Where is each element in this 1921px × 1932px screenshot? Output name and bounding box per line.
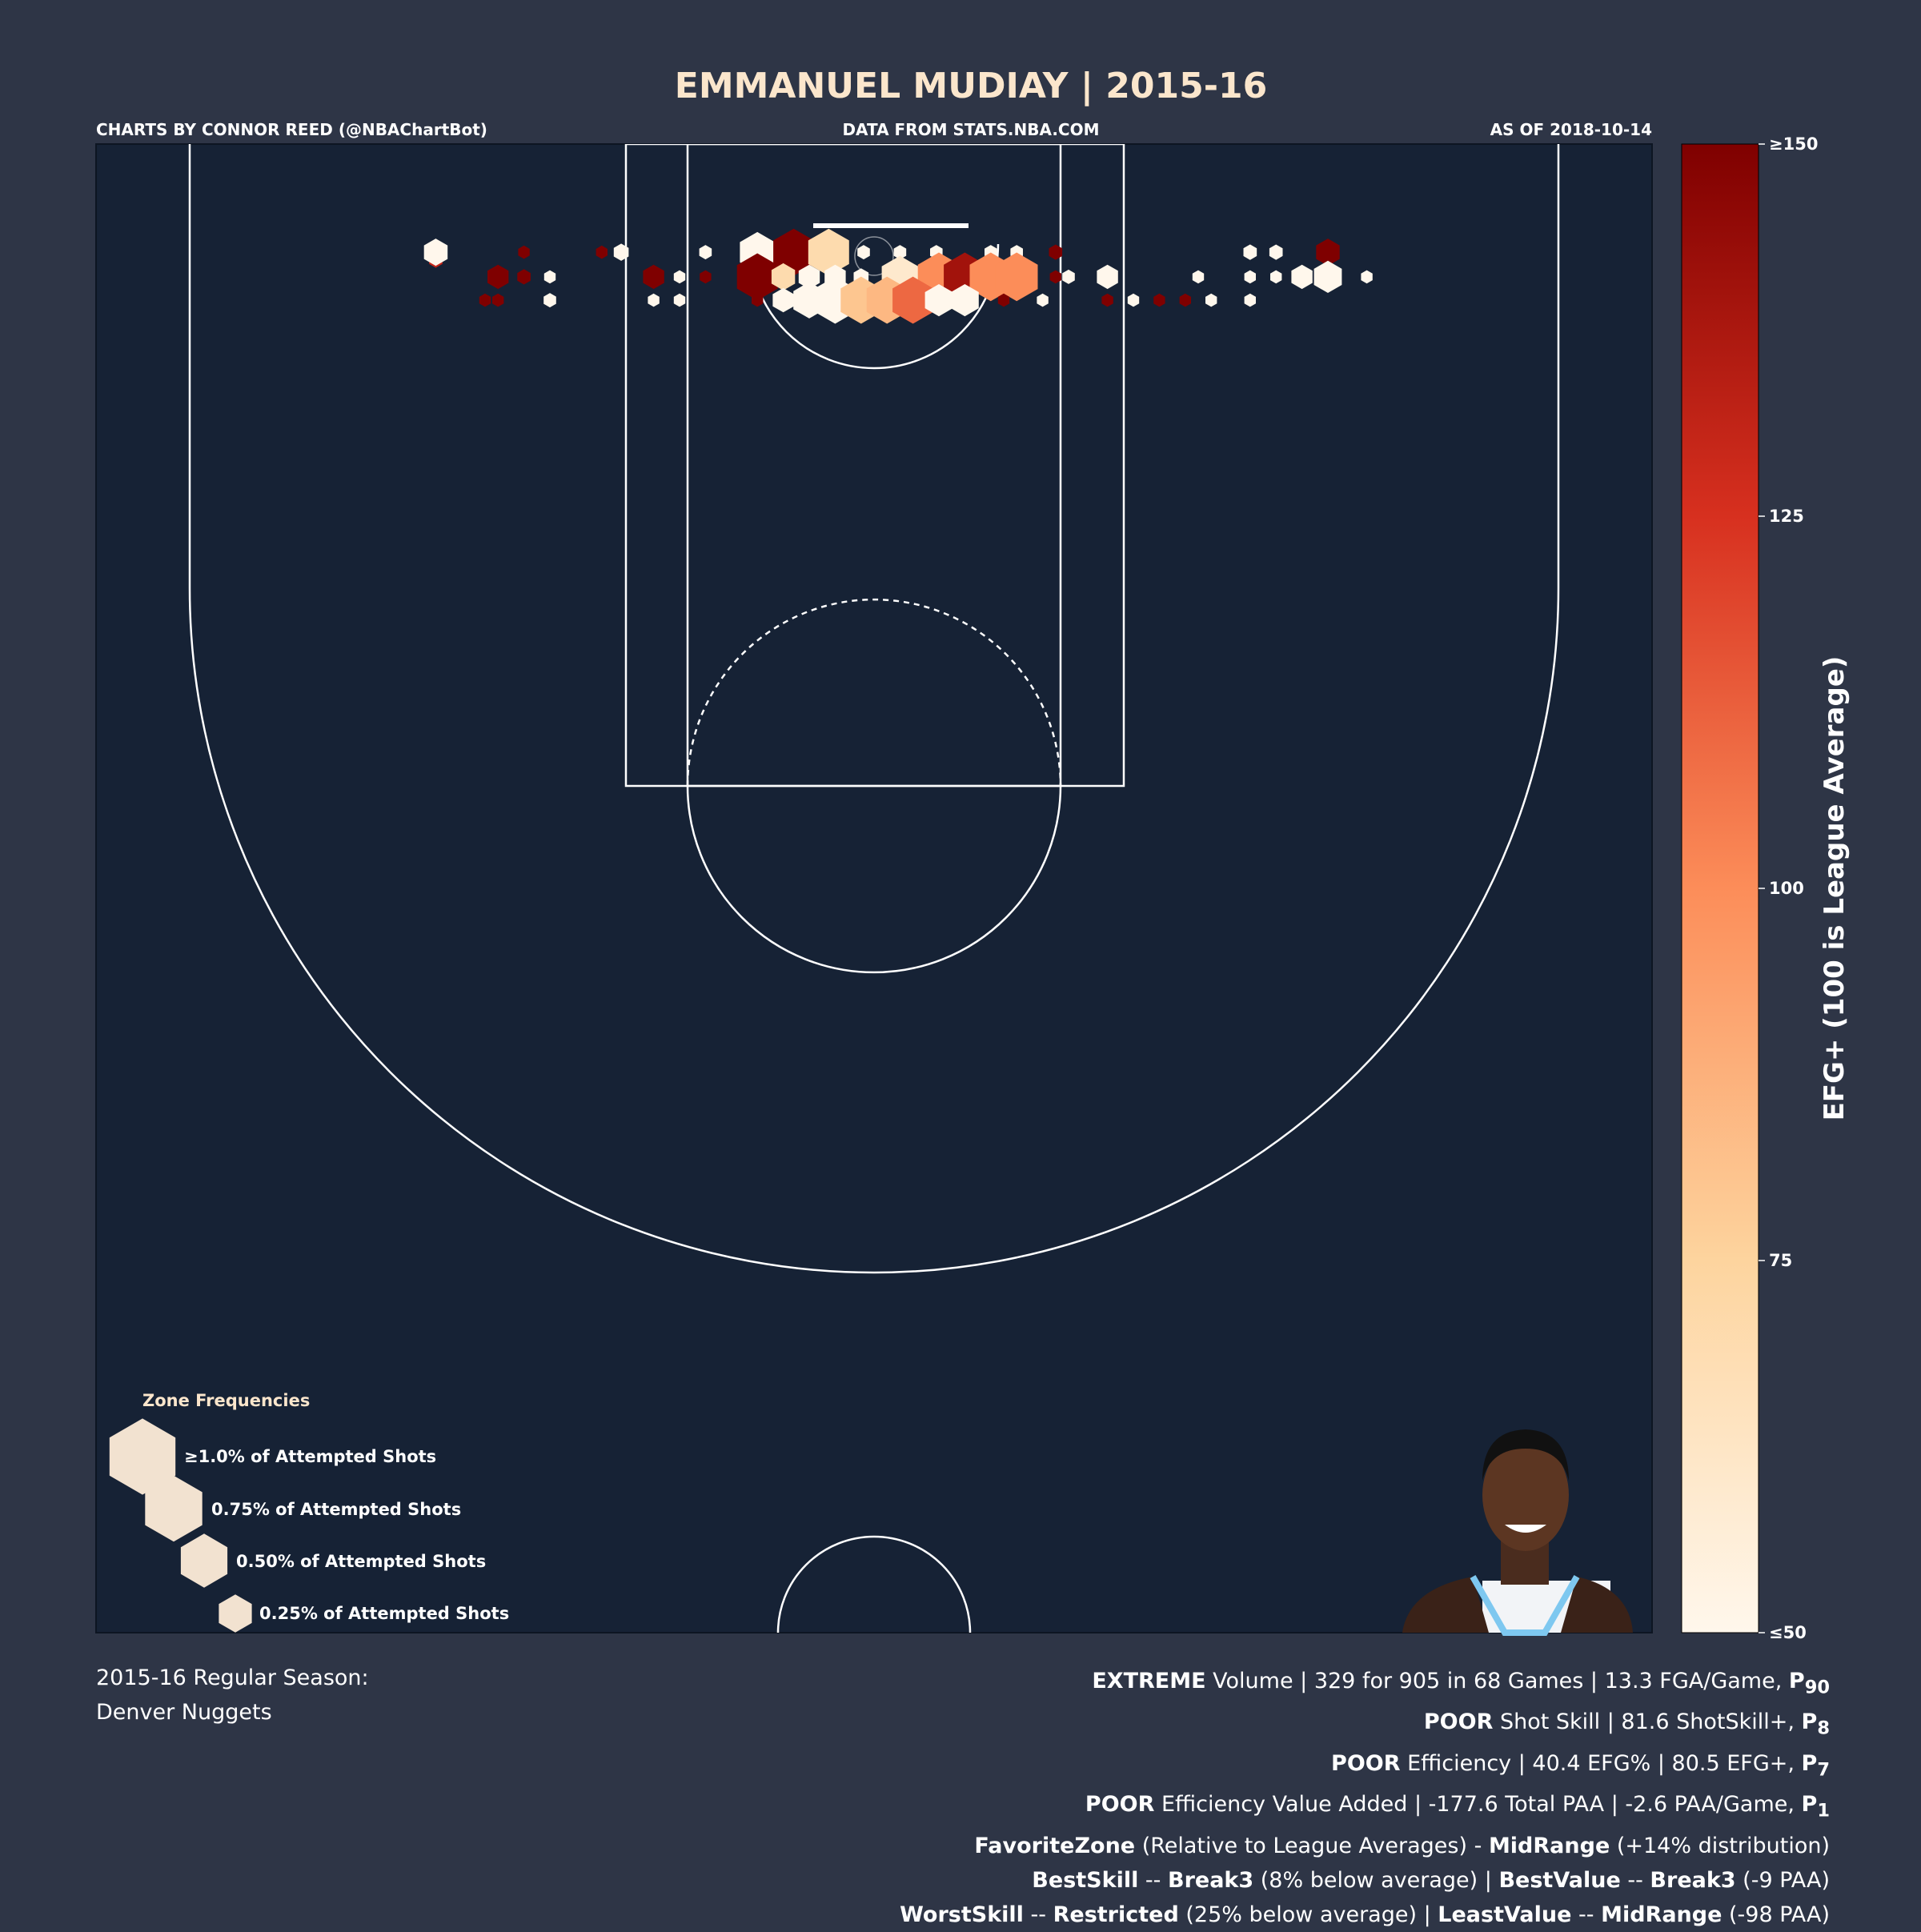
stat-volume: EXTREME Volume | 329 for 905 in 68 Games… — [1092, 1669, 1830, 1698]
hex-bin — [1270, 270, 1282, 284]
hex-bin — [1037, 293, 1049, 307]
hex-bin — [995, 252, 1038, 302]
court-background — [95, 143, 1653, 1633]
hex-bin — [1361, 270, 1373, 284]
hex-bin — [772, 287, 794, 313]
hex-bin — [1062, 269, 1075, 284]
hex-bin — [771, 263, 796, 291]
hex-bin — [1313, 260, 1342, 293]
hex-bin — [736, 253, 778, 301]
colorbar — [1681, 143, 1759, 1633]
stat-efficiency: POOR Efficiency | 40.4 EFG% | 80.5 EFG+,… — [1331, 1750, 1830, 1781]
hex-bin — [643, 264, 664, 290]
hex-bin — [997, 293, 1010, 307]
hex-bin — [479, 293, 491, 307]
hex-bin — [648, 293, 660, 307]
zone-frequency-legend: Zone Frequencies ≥1.0% of Attempted Shot… — [109, 1391, 509, 1633]
center-circle — [776, 1535, 972, 1633]
stat-favorite-zone: FavoriteZone (Relative to League Average… — [974, 1833, 1830, 1858]
stat-value-added: POOR Efficiency Value Added | -177.6 Tot… — [1085, 1792, 1830, 1822]
hex-bin — [924, 284, 953, 317]
stat-worst: WorstSkill -- Restricted (25% below aver… — [900, 1902, 1830, 1927]
stat-shot-skill: POOR Shot Skill | 81.6 ShotSkill+, P8 — [1423, 1710, 1830, 1739]
hex-bin — [1097, 264, 1118, 290]
hex-bin — [1049, 244, 1063, 260]
hex-bin — [700, 270, 712, 284]
colorbar-tick-label: 100 — [1769, 879, 1804, 898]
hex-bin — [673, 293, 686, 307]
free-throw-circle-top — [686, 598, 1062, 787]
restricted-area — [748, 243, 1000, 370]
legend-hex — [219, 1594, 252, 1633]
legend-item-2: 0.75% of Attempted Shots — [211, 1500, 461, 1519]
chart-title: EMMANUEL MUDIAY | 2015-16 — [675, 66, 1267, 106]
hex-bin — [518, 245, 530, 259]
hex-bin — [543, 293, 556, 308]
hex-bin — [808, 228, 849, 276]
colorbar-tick-label: ≤50 — [1769, 1623, 1807, 1642]
credit-left: CHARTS BY CONNOR REED (@NBAChartBot) — [96, 120, 487, 139]
rim — [854, 236, 894, 276]
hex-bin — [1269, 244, 1283, 260]
stat-best: BestSkill -- Break3 (8% below average) |… — [1032, 1867, 1830, 1893]
court-lines — [188, 144, 1560, 1633]
hex-bin — [1101, 293, 1113, 307]
colorbar-tick-label: ≥150 — [1769, 134, 1818, 154]
hex-bin — [1205, 293, 1217, 307]
hex-bin — [1179, 293, 1191, 307]
hex-bin — [1316, 238, 1340, 267]
hexbin-layer — [423, 228, 1373, 324]
hex-bin — [1049, 270, 1061, 284]
hex-bin — [699, 245, 712, 260]
hex-bin — [673, 270, 686, 284]
legend-title: Zone Frequencies — [142, 1391, 310, 1410]
hex-bin — [752, 293, 764, 307]
legend-item-1: ≥1.0% of Attempted Shots — [184, 1447, 436, 1466]
free-throw-circle-bottom — [686, 785, 1062, 974]
hex-bin — [951, 284, 979, 317]
colorbar-tick-label: 125 — [1769, 507, 1804, 526]
hex-bin — [1291, 264, 1313, 290]
stats-summary: EXTREME Volume | 329 for 905 in 68 Games… — [900, 1664, 1830, 1932]
legend-hex — [180, 1533, 228, 1588]
hex-bin — [1244, 270, 1256, 284]
hex-bin — [892, 276, 934, 324]
colorbar-ticks: ≥150 125 100 75 ≤50 — [1759, 134, 1818, 1642]
team-line: Denver Nuggets — [96, 1700, 272, 1725]
legend-item-3: 0.50% of Attempted Shots — [236, 1552, 486, 1571]
hex-bin — [798, 264, 820, 290]
colorbar-tick-label: 75 — [1769, 1251, 1792, 1270]
hex-bin — [613, 243, 629, 261]
legend-hex — [109, 1418, 176, 1495]
hex-bin — [893, 245, 907, 260]
legend-hex — [145, 1475, 203, 1542]
hex-bin — [1244, 293, 1256, 307]
hex-bin — [1243, 244, 1257, 260]
hex-bin — [543, 270, 556, 284]
credit-center: DATA FROM STATS.NBA.COM — [842, 120, 1099, 139]
hex-bin — [1153, 293, 1165, 307]
hex-bin — [423, 238, 448, 267]
lane-inner — [686, 144, 1062, 788]
hex-bin — [487, 264, 509, 290]
hex-bin — [857, 245, 870, 260]
credit-right: AS OF 2018-10-14 — [1490, 120, 1652, 139]
season-line: 2015-16 Regular Season: — [96, 1665, 369, 1690]
hex-bin — [596, 245, 608, 259]
player-headshot-icon — [1402, 1429, 1633, 1636]
legend-item-4: 0.25% of Attempted Shots — [259, 1604, 509, 1623]
colorbar-label: EFG+ (100 is League Average) — [1819, 656, 1851, 1121]
hex-bin — [1192, 270, 1205, 284]
hex-bin — [492, 293, 504, 307]
hex-bin — [1127, 293, 1140, 307]
season-info: 2015-16 Regular Season: Denver Nuggets — [96, 1661, 369, 1730]
three-point-arc — [188, 587, 1560, 1274]
hex-bin — [517, 269, 531, 285]
